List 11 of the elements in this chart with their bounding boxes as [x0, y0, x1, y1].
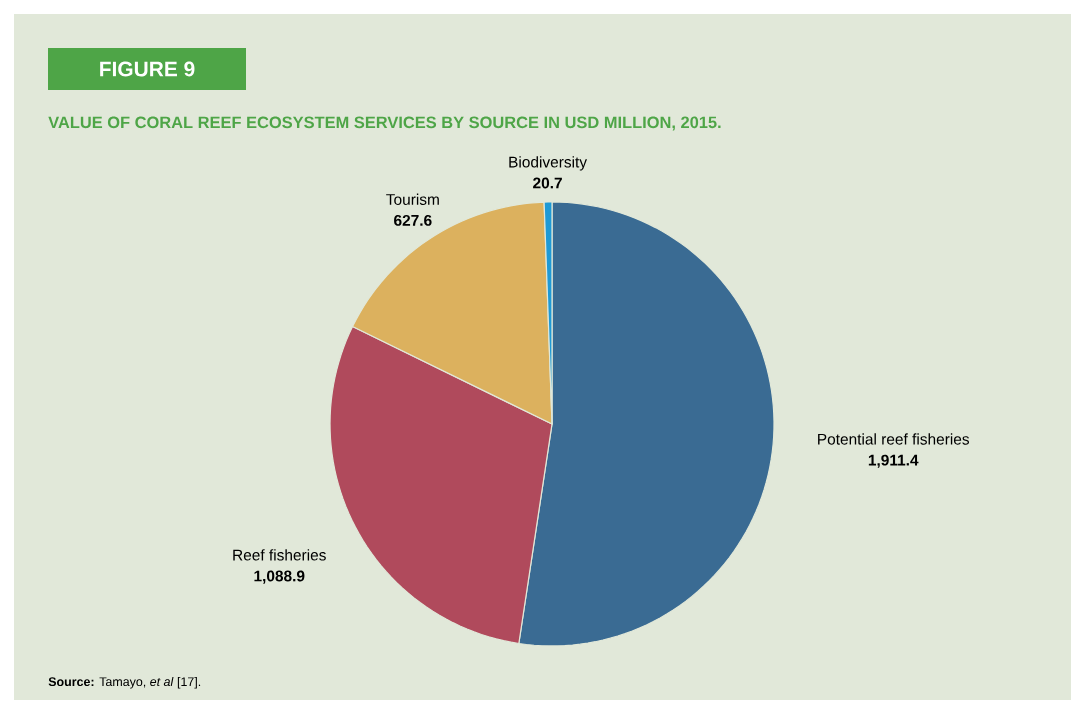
slice-label: Tourism	[386, 193, 439, 205]
text: Source: Tamayo, et al [17].	[48, 676, 201, 689]
slice-label: Biodiversity	[509, 156, 587, 171]
slice-label: Reef fisheries	[233, 549, 326, 561]
chart-title: FIGURE 9	[100, 61, 195, 77]
data-label: 1,911.4	[868, 454, 919, 468]
slice-label: Potential reef fisheries	[818, 433, 970, 445]
data-label: 20.7	[533, 177, 562, 189]
chart-subtitle: VALUE OF CORAL REEF ECOSYSTEM SERVICES BY SOURCE IN USD MILLION, 2015.	[48, 116, 721, 131]
data-label: 627.6	[394, 214, 432, 226]
data-label: 1,088.9	[254, 570, 305, 584]
